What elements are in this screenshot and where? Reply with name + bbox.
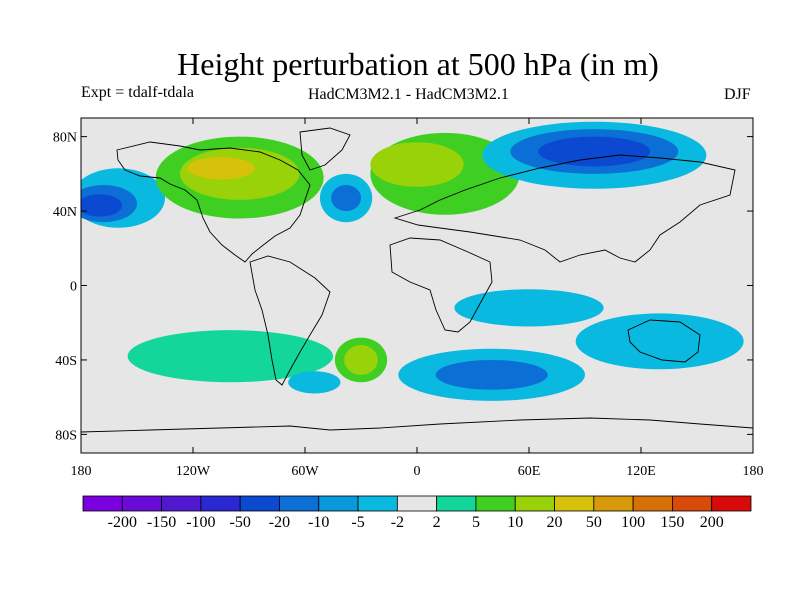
anomaly-southern-ocean-negative (288, 371, 341, 394)
lat-tick-label: 40N (53, 205, 77, 220)
colorbar-swatch (239, 495, 280, 512)
anomaly-tropical-pacific-negative (454, 289, 604, 327)
coastline-africa (389, 237, 493, 333)
colorbar-label: -20 (269, 514, 290, 531)
colorbar-swatch (161, 495, 202, 512)
lon-tick-label: 120E (626, 464, 656, 479)
model-label: HadCM3M2.1 - HadCM3M2.1 (308, 86, 509, 103)
colorbar-swatch (593, 495, 634, 512)
colorbar-swatch (672, 495, 713, 512)
colorbar-label: -5 (351, 514, 364, 531)
colorbar-swatch (475, 495, 516, 512)
colorbar-swatch (514, 495, 555, 512)
anomaly-australia-negative (575, 313, 744, 370)
colorbar-label: 10 (507, 514, 523, 531)
anomaly-north-america-positive-center (187, 157, 255, 180)
coastline-australia (627, 319, 701, 363)
lon-tick-label: 60W (291, 464, 319, 479)
colorbar-label: -2 (391, 514, 404, 531)
colorbar-label: -150 (147, 514, 176, 531)
lon-tick-label: 180 (71, 464, 92, 479)
lon-tick-label: 0 (414, 464, 421, 479)
colorbar-label: 20 (547, 514, 563, 531)
coastline-south-america (249, 255, 331, 386)
coastline-antarctica (81, 417, 753, 433)
anomaly-indian-ocean-negative-core (435, 359, 548, 390)
colorbar-label: 100 (621, 514, 645, 531)
colorbar-swatch (436, 495, 477, 512)
colorbar-swatch (121, 495, 162, 512)
colorbar-swatch (200, 495, 241, 512)
lat-tick-label: 80S (55, 428, 77, 443)
anomaly-arctic-pacific-negative-center (81, 194, 123, 217)
season-label: DJF (724, 86, 751, 103)
colorbar-swatch (318, 495, 359, 512)
anomaly-north-atlantic-low-core (331, 185, 362, 212)
lat-tick-label: 80N (53, 131, 77, 146)
colorbar-label: -10 (308, 514, 329, 531)
anomaly-south-atlantic-positive-core (344, 345, 378, 375)
colorbar-label: -50 (230, 514, 251, 531)
map-title: Height perturbation at 500 hPa (in m) (177, 46, 659, 82)
lon-tick-label: 60E (518, 464, 541, 479)
axis-tick-labels: 80N 40N 0 40S 80S 180 120W 60W 0 60E 120E 180 (53, 131, 764, 479)
colorbar-label: -100 (186, 514, 215, 531)
lon-tick-label: 180 (743, 464, 764, 479)
lat-tick-label: 40S (55, 354, 77, 369)
anomaly-siberia-negative-core (538, 136, 651, 167)
colorbar-swatch (82, 495, 123, 512)
coastline-greenland (299, 127, 351, 171)
anomaly-south-pacific-positive (127, 330, 334, 383)
axis-ticks (80, 118, 754, 453)
colorbar-swatch (554, 495, 595, 512)
anomaly-eurasia-positive-core (370, 142, 464, 187)
lat-tick-label: 0 (70, 280, 77, 295)
coastline-europe-asia (393, 154, 736, 263)
colorbar-swatch (711, 495, 752, 512)
colorbar-swatch (396, 495, 438, 512)
colorbar-label: 5 (472, 514, 480, 531)
coastline-north-america (116, 141, 311, 263)
colorbar-swatch (632, 495, 673, 512)
anomaly-contours (81, 121, 744, 401)
colorbar-label: -200 (108, 514, 137, 531)
coastlines (81, 127, 753, 433)
lon-tick-label: 120W (176, 464, 211, 479)
colorbar-label: 2 (433, 514, 441, 531)
colorbar-swatch (279, 495, 320, 512)
experiment-label: Expt = tdalf-tdala (81, 84, 194, 101)
colorbar: -200 -150 -100 -50 -20 -10 -5 -2 2 5 10 20 50 100 150 2… (82, 495, 752, 531)
colorbar-label: 200 (700, 514, 724, 531)
colorbar-label: 150 (660, 514, 684, 531)
colorbar-label: 50 (586, 514, 602, 531)
colorbar-swatch (357, 495, 398, 512)
